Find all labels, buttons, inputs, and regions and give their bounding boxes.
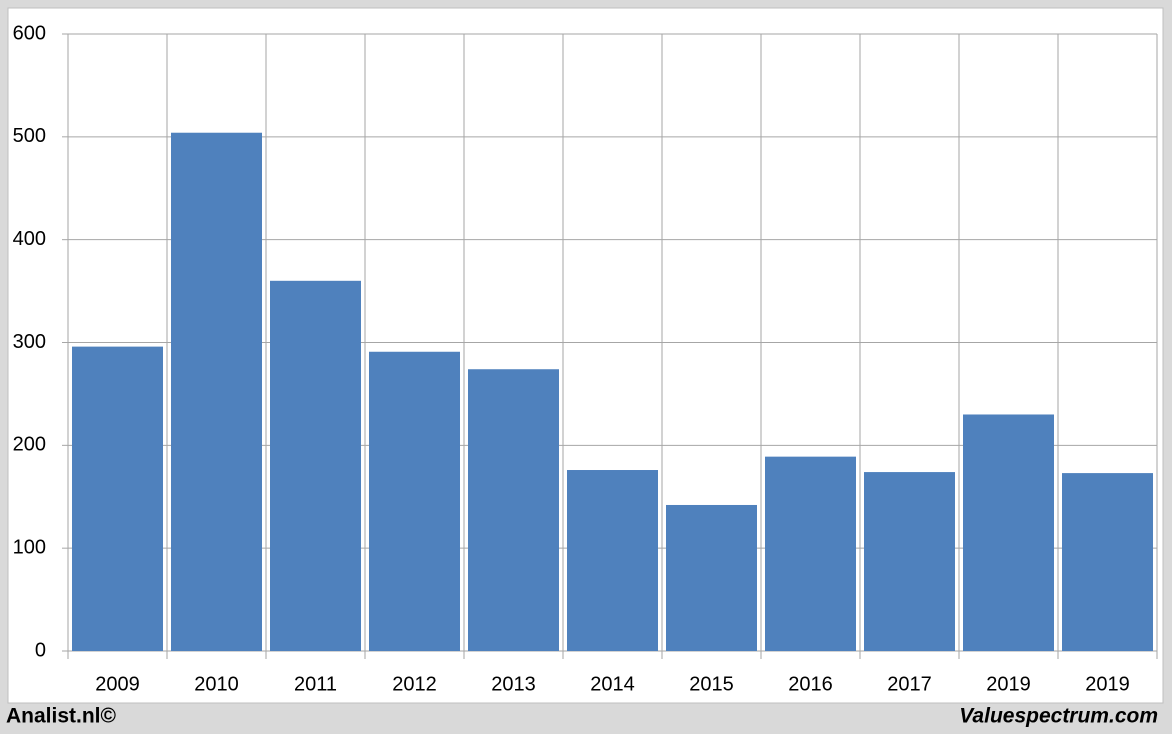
bar [765, 456, 856, 651]
bar [72, 346, 163, 651]
y-tick-label: 100 [13, 536, 46, 558]
x-tick-label: 2016 [788, 673, 833, 695]
bar [171, 132, 262, 652]
y-tick-label: 200 [13, 434, 46, 456]
x-tick-label: 2010 [194, 673, 239, 695]
y-tick-label: 600 [13, 22, 46, 44]
bar [369, 351, 460, 651]
x-tick-label: 2014 [590, 673, 635, 695]
footer-right: Valuespectrum.com [959, 705, 1158, 728]
x-tick-label: 2019 [986, 673, 1031, 695]
y-tick-label: 500 [13, 125, 46, 147]
bar [468, 369, 559, 651]
x-tick-label: 2017 [887, 673, 932, 695]
x-tick-label: 2009 [95, 673, 140, 695]
x-tick-label: 2015 [689, 673, 734, 695]
bar [567, 470, 658, 651]
x-tick-label: 2013 [491, 673, 536, 695]
bar [963, 414, 1054, 651]
bar [666, 504, 757, 651]
y-tick-label: 400 [13, 228, 46, 250]
x-tick-label: 2011 [294, 673, 337, 695]
y-tick-label: 0 [35, 639, 46, 661]
x-tick-label: 2019 [1085, 673, 1130, 695]
footer-left: Analist.nl© [6, 705, 117, 728]
x-tick-label: 2012 [392, 673, 437, 695]
y-tick-label: 300 [13, 331, 46, 353]
bar [1062, 473, 1153, 651]
bar [270, 280, 361, 651]
bar [864, 472, 955, 651]
